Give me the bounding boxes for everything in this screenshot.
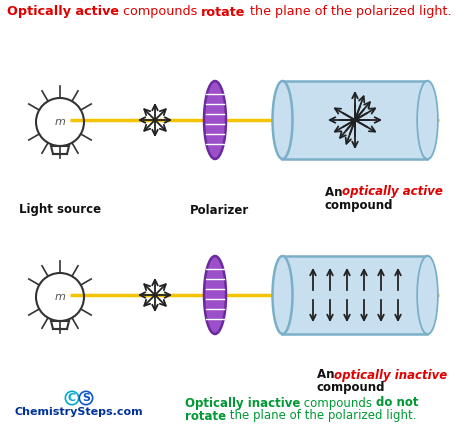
Text: compounds: compounds	[119, 6, 201, 19]
Ellipse shape	[418, 257, 437, 333]
Text: optically inactive: optically inactive	[334, 368, 447, 381]
Ellipse shape	[204, 256, 226, 334]
Text: compound: compound	[317, 381, 385, 395]
Text: C: C	[68, 393, 76, 403]
Ellipse shape	[418, 81, 438, 159]
Ellipse shape	[418, 256, 438, 334]
Text: S: S	[82, 393, 90, 403]
Text: An: An	[325, 185, 346, 198]
Text: Optically active: Optically active	[7, 6, 119, 19]
Text: optically active: optically active	[342, 185, 443, 198]
Text: do not: do not	[376, 397, 419, 410]
Ellipse shape	[418, 82, 437, 158]
Text: compounds: compounds	[301, 397, 376, 410]
Ellipse shape	[273, 81, 292, 159]
Text: m: m	[55, 292, 65, 302]
Text: the plane of the polarized light.: the plane of the polarized light.	[246, 6, 451, 19]
Text: rotate: rotate	[185, 410, 226, 423]
Text: m: m	[55, 117, 65, 127]
Text: compound: compound	[325, 198, 393, 211]
Text: Polarizer: Polarizer	[191, 204, 250, 217]
Text: Light source: Light source	[19, 204, 101, 217]
Text: rotate: rotate	[201, 6, 246, 19]
Bar	[283, 256, 428, 334]
Ellipse shape	[273, 256, 292, 334]
Ellipse shape	[204, 81, 226, 159]
Text: Optically inactive: Optically inactive	[185, 397, 301, 410]
Text: An: An	[317, 368, 338, 381]
Bar	[283, 81, 428, 159]
Text: the plane of the polarized light.: the plane of the polarized light.	[226, 410, 417, 423]
Text: ChemistrySteps.com: ChemistrySteps.com	[15, 407, 143, 417]
